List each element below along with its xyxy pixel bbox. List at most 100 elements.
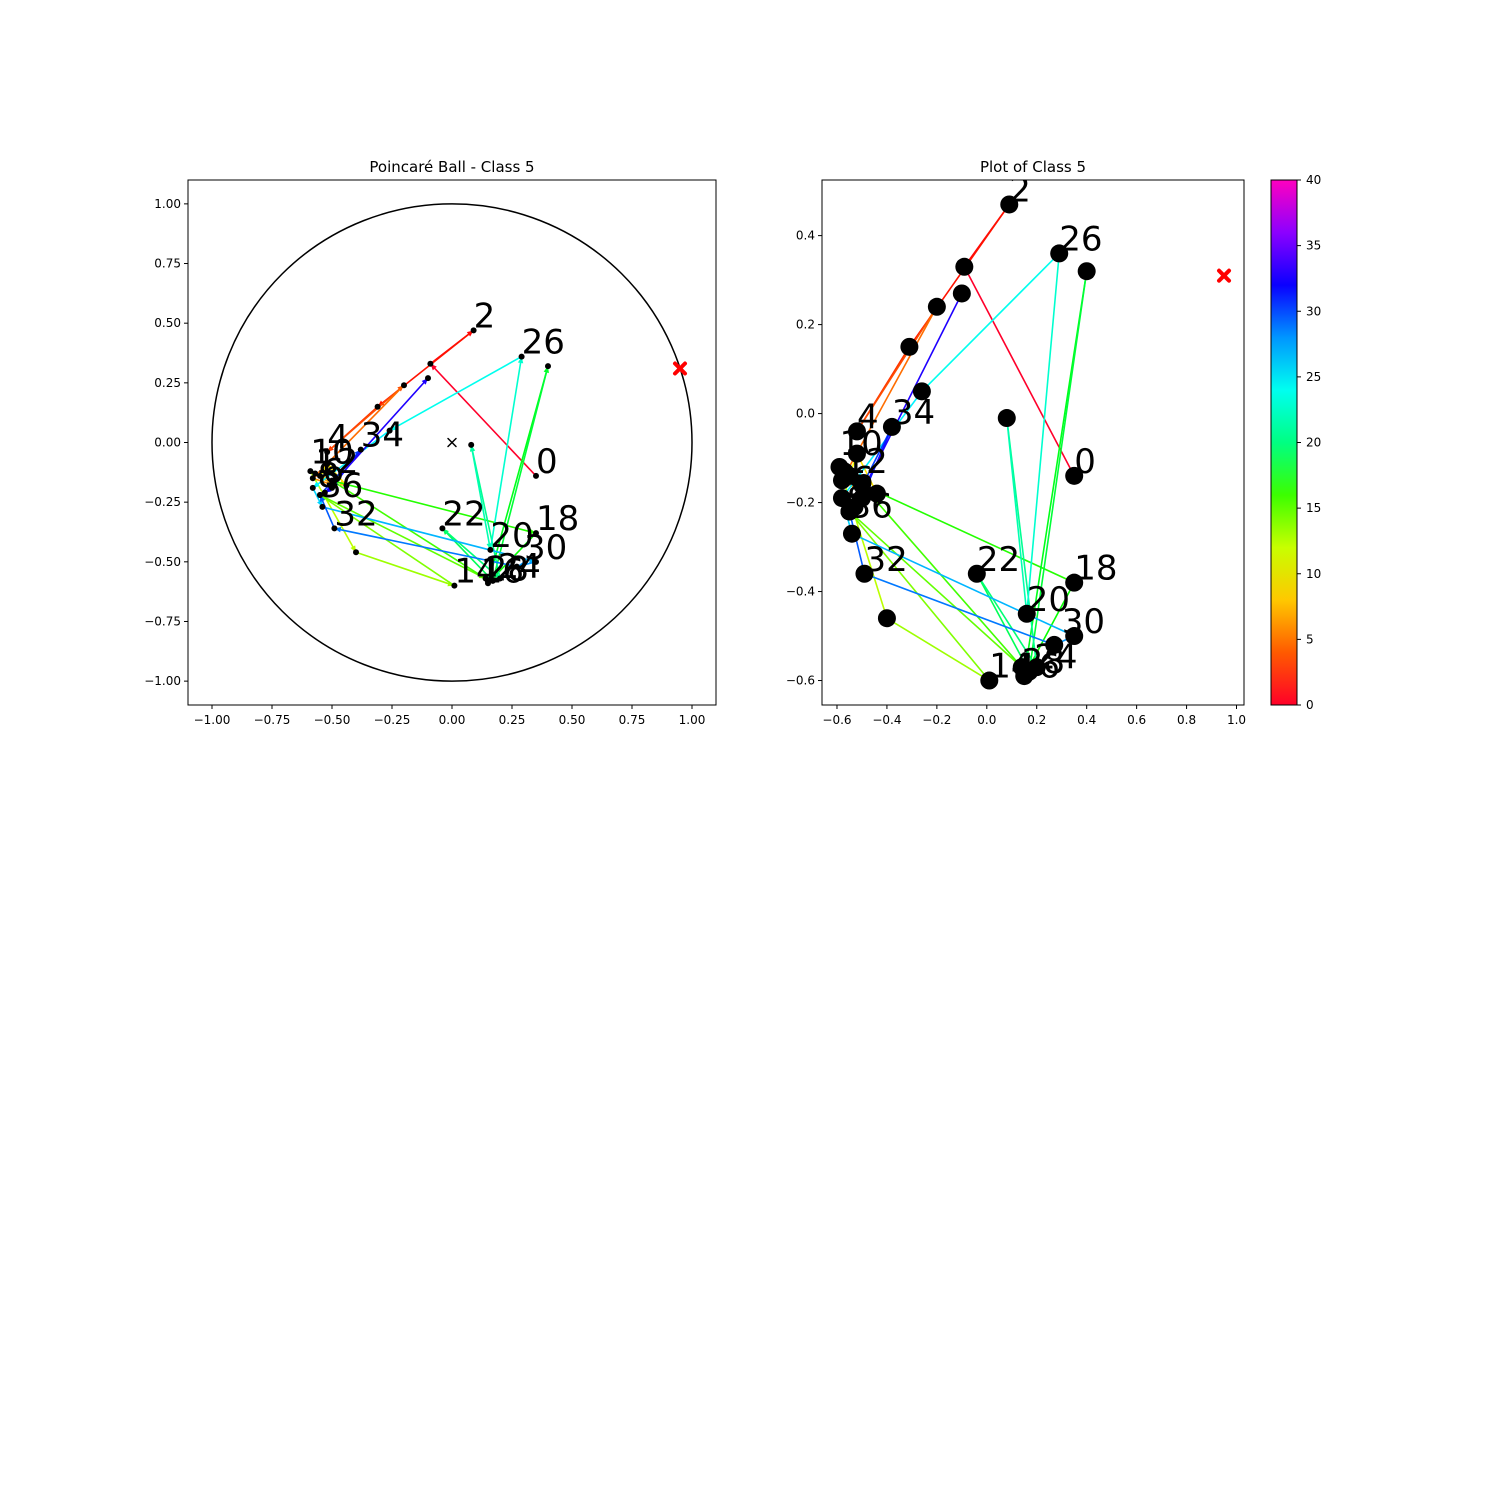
colorbar-tick-label: 20 <box>1306 436 1321 450</box>
class-plot-xtick-label: 1.0 <box>1227 713 1246 727</box>
path-segment <box>441 527 501 580</box>
class-plot-xtick-label: −0.6 <box>822 713 851 727</box>
poincare-ytick-label: −1.00 <box>144 674 181 688</box>
class-plot-ytick-label: 0.0 <box>796 407 815 421</box>
target-marker <box>673 361 687 376</box>
path-segment <box>848 510 990 682</box>
path-point <box>317 472 323 479</box>
poincare-ytick-label: 0.50 <box>154 316 181 330</box>
path-point <box>309 475 316 482</box>
point-label: 14 <box>454 552 497 592</box>
poincare-chart-title: Poincaré Ball - Class 5 <box>369 158 534 176</box>
point-label: 36 <box>849 486 892 526</box>
poincare-xtick-label: 1.00 <box>679 713 706 727</box>
path-point <box>485 580 491 587</box>
point-label: 28 <box>1022 642 1065 682</box>
path-segment <box>963 266 1075 477</box>
poincare-ytick-label: 0.75 <box>154 257 181 271</box>
path-point <box>842 524 861 543</box>
path-point <box>1000 195 1019 214</box>
class-plot-xtick-label: 0.2 <box>1027 713 1046 727</box>
path-point <box>386 427 393 434</box>
path-point <box>545 363 551 370</box>
point-label: 22 <box>977 540 1020 580</box>
path-segment <box>429 363 537 477</box>
path-point <box>1077 262 1096 281</box>
poincare-ytick-label: −0.25 <box>144 495 181 509</box>
path-point <box>832 489 851 508</box>
path-point <box>357 446 364 453</box>
path-segment <box>848 511 866 574</box>
path-segment <box>331 479 537 534</box>
path-point <box>845 498 864 517</box>
path-segment <box>319 494 455 587</box>
point-label: 10 <box>310 432 353 472</box>
class-plot-chart: Plot of Class 5 024101268361416182022242… <box>786 158 1246 727</box>
point-label: 20 <box>1027 580 1070 620</box>
path-segment <box>921 252 1060 392</box>
class-plot-ytick-label: −0.4 <box>786 585 815 599</box>
path-point <box>329 477 335 484</box>
point-label: 34 <box>361 416 404 456</box>
colorbar: 0 5 10 15 20 25 30 35 40 <box>1270 173 1321 712</box>
path-point <box>852 475 871 494</box>
path-point <box>427 360 434 367</box>
class-plot-ytick-label: 0.4 <box>796 229 815 243</box>
path-point <box>470 327 477 334</box>
point-label: 12 <box>844 442 887 482</box>
point-label: 14 <box>989 647 1032 687</box>
point-label: 8 <box>318 456 340 496</box>
point-label: 4 <box>857 397 879 437</box>
path-segment <box>1025 253 1061 614</box>
point-label: 34 <box>892 393 935 433</box>
poincare-ytick-label: 1.00 <box>154 197 181 211</box>
path-point <box>900 337 919 356</box>
point-label: 6 <box>322 451 344 491</box>
path-point <box>321 489 328 496</box>
path-segment <box>864 573 1055 646</box>
path-point <box>451 582 458 589</box>
path-point <box>374 403 381 410</box>
path-point <box>319 503 326 510</box>
class-plot-title: Plot of Class 5 <box>980 158 1086 176</box>
poincare-ytick-label: −0.50 <box>144 555 181 569</box>
path-point <box>997 409 1016 428</box>
class-plot-ytick-label: 0.2 <box>796 318 815 332</box>
path-point <box>425 375 431 382</box>
point-label: 2 <box>1009 170 1031 210</box>
path-segment <box>856 306 938 432</box>
path-segment <box>1005 417 1028 614</box>
colorbar-tick-label: 40 <box>1306 173 1321 187</box>
path-point <box>329 484 335 491</box>
path-point <box>927 297 946 316</box>
path-point <box>533 530 539 537</box>
poincare-xtick-label: −0.50 <box>314 713 351 727</box>
path-segment <box>334 527 517 568</box>
colorbar-tick-label: 25 <box>1306 370 1321 384</box>
path-point <box>533 558 539 565</box>
point-label: 36 <box>320 466 363 506</box>
poincare-xtick-label: 0.50 <box>559 713 586 727</box>
path-segment <box>861 484 1075 584</box>
point-label: 8 <box>847 469 869 509</box>
path-point <box>324 449 331 456</box>
origin-marker <box>447 437 457 448</box>
path-point <box>533 472 539 479</box>
path-segment <box>1028 271 1088 672</box>
point-label: 12 <box>315 442 358 482</box>
path-segment <box>324 377 429 494</box>
poincare-ytick-label: 0.00 <box>154 436 181 450</box>
path-point <box>353 549 359 556</box>
path-point <box>401 382 407 389</box>
path-point <box>952 284 971 303</box>
path-point <box>312 470 319 477</box>
point-label: 6 <box>852 460 874 500</box>
path-segment <box>470 444 492 551</box>
unit-circle <box>211 203 693 682</box>
poincare-ytick-label: 0.25 <box>154 376 181 390</box>
class-plot-frame <box>821 179 1245 706</box>
point-label: 26 <box>522 323 565 363</box>
path-point <box>847 444 866 463</box>
path-point <box>468 441 475 448</box>
point-label: 30 <box>524 528 567 568</box>
